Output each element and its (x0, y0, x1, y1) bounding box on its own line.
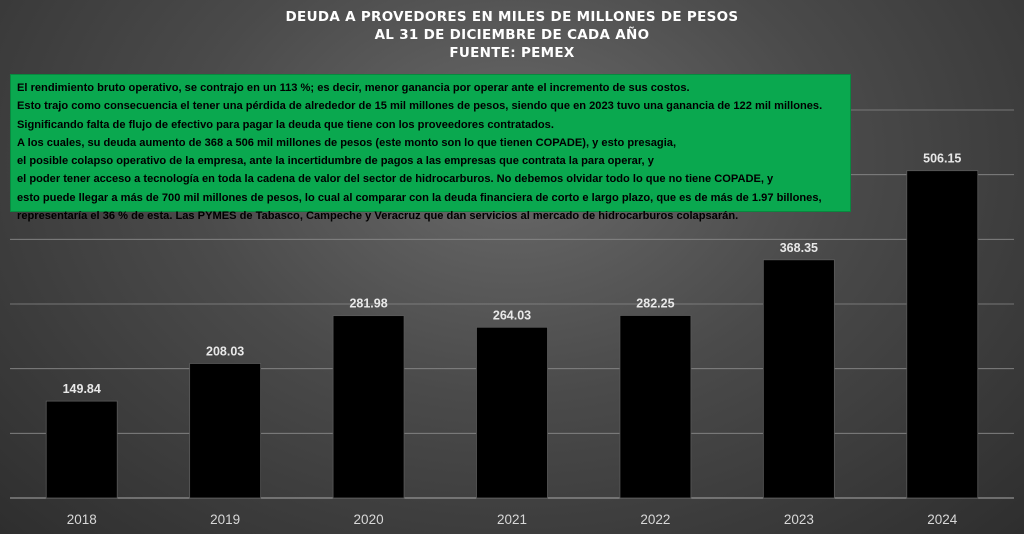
x-tick-label-2020: 2020 (354, 512, 384, 527)
chart-title-line-2: AL 31 DE DICIEMBRE DE CADA AÑO (374, 27, 650, 43)
annotation-line-5: el posible colapso operativo de la empre… (17, 155, 654, 168)
chart-title-line-1: DEUDA A PROVEDORES EN MILES DE MILLONES … (285, 9, 739, 25)
bar-2019 (189, 363, 262, 499)
data-label-2021: 264.03 (493, 308, 531, 322)
data-label-2023: 368.35 (780, 241, 818, 255)
annotation-line-2: Esto trajo como consecuencia el tener un… (17, 100, 823, 113)
annotation-box: El rendimiento bruto operativo, se contr… (10, 74, 851, 222)
data-label-2018: 149.84 (63, 382, 101, 396)
data-label-2020: 281.98 (349, 297, 387, 311)
annotation-line-7: esto puede llegar a más de 700 mil millo… (17, 191, 822, 204)
annotation-line-3: Significando falta de flujo de efectivo … (17, 118, 554, 131)
annotation-line-1: El rendimiento bruto operativo, se contr… (17, 82, 690, 94)
x-tick-label-2024: 2024 (927, 512, 958, 527)
chart-title-line-3: FUENTE: PEMEX (449, 45, 575, 61)
x-tick-label-2023: 2023 (784, 512, 814, 527)
annotation-line-4: A los cuales, su deuda aumento de 368 a … (17, 136, 677, 149)
bar-2023 (762, 259, 835, 499)
x-tick-label-2018: 2018 (67, 512, 97, 527)
data-label-2022: 282.25 (636, 296, 674, 310)
bar-2024 (906, 170, 979, 499)
data-label-2024: 506.15 (923, 152, 961, 166)
bar-2022 (619, 315, 692, 499)
annotation-line-8: representaría el 36 % de esta. Las PYMES… (17, 210, 739, 223)
bar-2020 (332, 315, 405, 499)
bar-2021 (476, 326, 548, 499)
x-tick-label-2022: 2022 (640, 512, 670, 527)
chart-title: DEUDA A PROVEDORES EN MILES DE MILLONES … (0, 8, 1024, 62)
annotation-line-6: el poder tener acceso a tecnología en to… (17, 173, 774, 186)
bar-2018 (45, 400, 118, 499)
data-label-2019: 208.03 (206, 344, 244, 358)
x-tick-label-2019: 2019 (210, 512, 240, 527)
x-tick-label-2021: 2021 (497, 512, 527, 527)
